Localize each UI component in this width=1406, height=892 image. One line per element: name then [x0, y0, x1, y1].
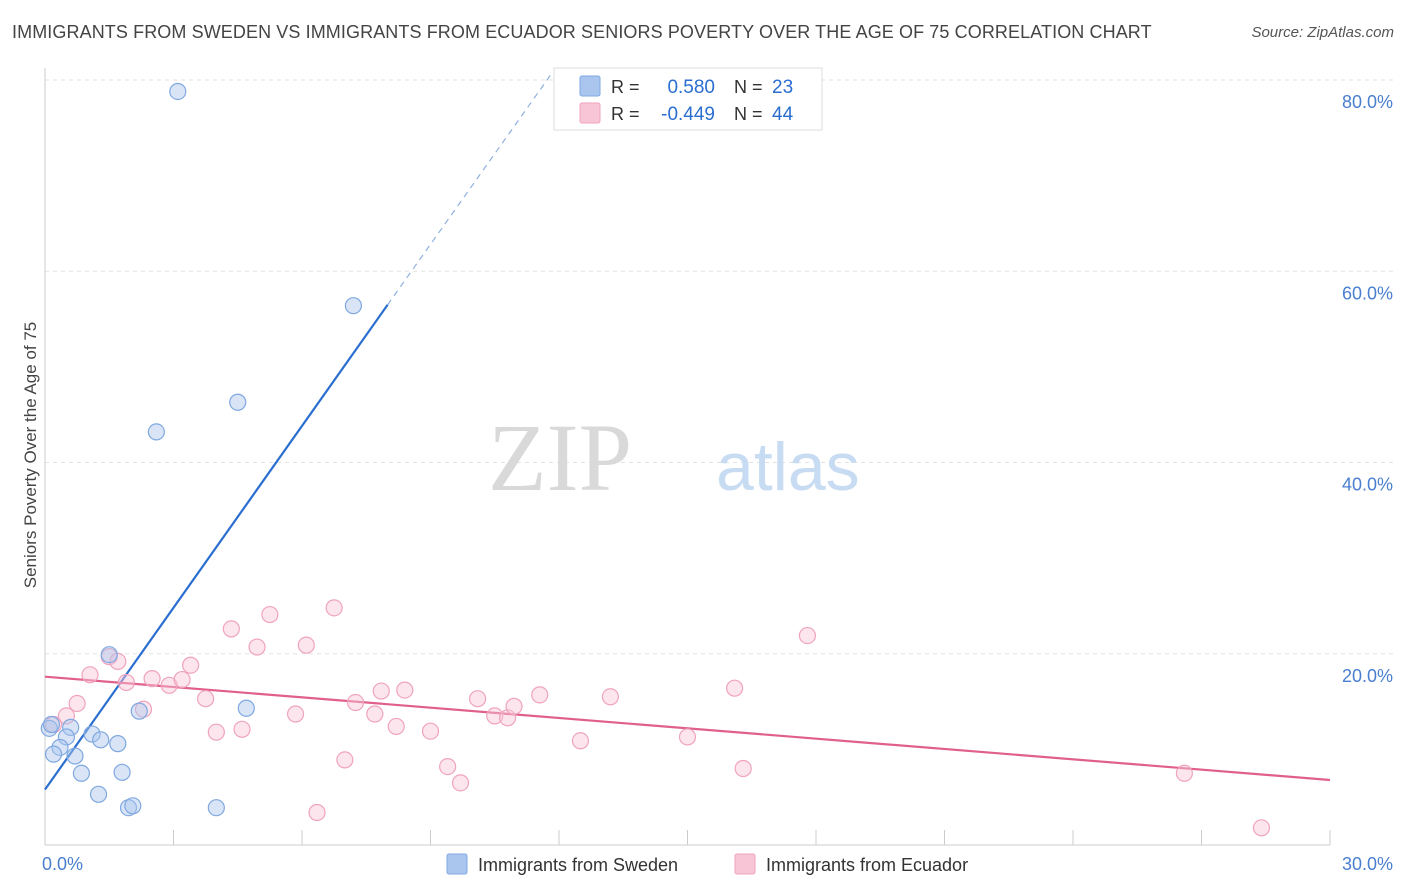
point-ecuador	[81, 666, 99, 684]
y-tick-label-40: 40.0%	[1342, 475, 1393, 495]
trend-line-ecuador	[44, 675, 1331, 782]
point-ecuador	[286, 705, 305, 723]
y-tick-labels: 20.0% 40.0% 60.0% 80.0%	[1342, 92, 1393, 686]
chart-title: IMMIGRANTS FROM SWEDEN VS IMMIGRANTS FRO…	[12, 22, 1152, 42]
point-ecuador	[1252, 819, 1271, 837]
point-sweden	[66, 747, 84, 765]
point-ecuador	[505, 697, 523, 715]
point-sweden	[147, 423, 165, 441]
point-sweden	[100, 646, 118, 664]
sweden-r-label: R =	[611, 77, 640, 97]
point-sweden	[72, 764, 91, 782]
x-tick-label-0: 0.0%	[42, 854, 83, 874]
y-axis-label: Seniors Poverty Over the Age of 75	[21, 322, 40, 588]
point-ecuador	[117, 673, 135, 692]
point-ecuador	[248, 638, 266, 656]
trend-line-sweden	[44, 304, 389, 791]
source-credit: Source: ZipAtlas.com	[1251, 24, 1394, 41]
point-ecuador	[325, 599, 343, 617]
point-ecuador	[336, 751, 354, 769]
point-ecuador	[396, 681, 414, 699]
point-sweden	[62, 718, 80, 736]
sweden-n-label: N =	[734, 77, 763, 97]
data-points	[40, 82, 1271, 837]
legend-swatch-ecuador[interactable]	[734, 853, 756, 875]
legend-swatch-sweden[interactable]	[446, 853, 468, 875]
y-tick-label-60: 60.0%	[1342, 283, 1393, 303]
point-ecuador	[469, 690, 487, 708]
point-ecuador	[798, 626, 817, 645]
point-ecuador	[68, 694, 86, 713]
grid-lines	[45, 79, 1395, 655]
legend-label-ecuador[interactable]: Immigrants from Ecuador	[766, 855, 968, 875]
stats-legend: R = 0.580 N = 23 R = -0.449 N = 44	[553, 67, 823, 131]
point-ecuador	[387, 717, 405, 736]
ecuador-stats-swatch	[579, 102, 601, 124]
point-sweden	[113, 763, 131, 781]
point-ecuador	[726, 679, 744, 697]
point-ecuador	[421, 722, 440, 740]
point-ecuador	[571, 732, 590, 750]
y-tick-label-20: 20.0%	[1342, 666, 1393, 686]
point-sweden	[169, 82, 187, 101]
point-ecuador	[366, 705, 384, 723]
point-ecuador	[346, 693, 365, 712]
point-sweden	[229, 393, 247, 411]
y-tick-label-80: 80.0%	[1342, 92, 1393, 112]
bottom-legend: Immigrants from Sweden Immigrants from E…	[446, 853, 968, 875]
point-ecuador	[486, 707, 504, 725]
point-ecuador	[601, 688, 620, 706]
point-sweden	[89, 785, 108, 803]
point-ecuador	[233, 720, 251, 738]
point-sweden	[44, 745, 63, 763]
point-sweden	[51, 738, 69, 757]
point-ecuador	[182, 656, 200, 674]
watermark-zip: ZIP	[488, 404, 632, 511]
x-ticks	[44, 830, 1331, 845]
point-ecuador	[734, 759, 752, 778]
point-ecuador	[678, 728, 697, 746]
point-sweden	[124, 797, 142, 815]
point-ecuador	[372, 682, 390, 700]
point-ecuador	[173, 670, 191, 689]
sweden-r-value: 0.580	[667, 77, 715, 98]
point-ecuador	[261, 605, 279, 624]
ecuador-r-value: -0.449	[661, 104, 715, 125]
point-sweden	[237, 699, 255, 717]
x-tick-label-30: 30.0%	[1342, 854, 1393, 874]
point-sweden	[42, 715, 61, 734]
watermark-atlas: atlas	[716, 429, 860, 505]
point-sweden	[57, 728, 76, 746]
sweden-stats-swatch	[579, 75, 601, 97]
sweden-n-value: 23	[772, 77, 793, 98]
point-ecuador	[439, 757, 457, 776]
point-ecuador	[531, 686, 549, 704]
trend-lines	[44, 74, 1331, 791]
ecuador-r-label: R =	[611, 104, 640, 124]
ecuador-n-label: N =	[734, 104, 763, 124]
point-ecuador	[451, 774, 470, 792]
point-ecuador	[207, 723, 225, 741]
point-sweden	[109, 735, 127, 753]
point-sweden	[344, 297, 362, 315]
point-sweden	[83, 725, 101, 743]
x-tick-labels: 0.0% 30.0%	[42, 854, 1393, 874]
point-ecuador	[109, 652, 127, 671]
point-ecuador	[297, 636, 315, 654]
point-ecuador	[308, 803, 326, 822]
legend-label-sweden[interactable]: Immigrants from Sweden	[478, 855, 678, 875]
ecuador-n-value: 44	[772, 104, 794, 125]
point-ecuador	[1175, 764, 1193, 782]
point-sweden	[92, 731, 110, 749]
point-ecuador	[197, 690, 215, 708]
point-sweden	[207, 799, 225, 817]
trend-line-sweden-extension	[387, 74, 551, 306]
point-ecuador	[222, 620, 240, 638]
point-sweden	[130, 702, 148, 720]
point-ecuador	[143, 670, 161, 688]
watermark: ZIP atlas	[488, 404, 860, 511]
